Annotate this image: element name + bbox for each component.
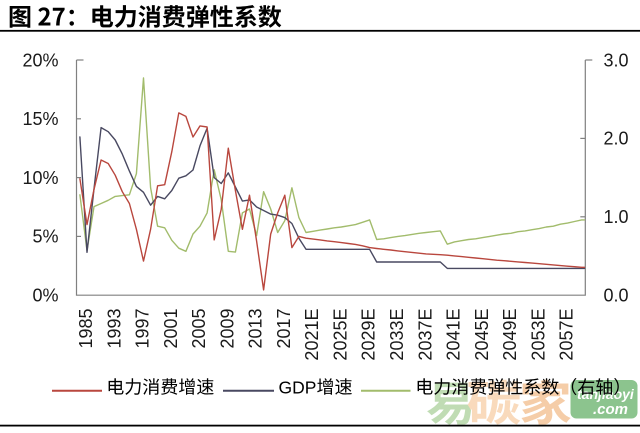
svg-text:GDP: GDP	[279, 377, 317, 397]
svg-text:.com: .com	[593, 401, 628, 418]
svg-text:2053E: 2053E	[528, 309, 548, 361]
svg-text:2021E: 2021E	[302, 309, 322, 361]
svg-text:2029E: 2029E	[359, 309, 379, 361]
svg-text:10%: 10%	[22, 168, 58, 188]
svg-text:1993: 1993	[104, 309, 124, 349]
svg-text:tanjiaoyi: tanjiaoyi	[577, 386, 635, 402]
svg-text:2013: 2013	[246, 309, 266, 349]
svg-text:3.0: 3.0	[604, 50, 629, 70]
svg-text:1985: 1985	[76, 309, 96, 349]
svg-text:2005: 2005	[189, 309, 209, 349]
svg-text:2017: 2017	[274, 309, 294, 349]
svg-text:2001: 2001	[161, 309, 181, 349]
svg-text:1.0: 1.0	[604, 207, 629, 227]
svg-text:2025E: 2025E	[331, 309, 351, 361]
svg-text:2037E: 2037E	[415, 309, 435, 361]
svg-text:1997: 1997	[133, 309, 153, 349]
svg-text:20%: 20%	[22, 50, 58, 70]
svg-text:15%: 15%	[22, 109, 58, 129]
svg-text:2049E: 2049E	[500, 309, 520, 361]
svg-text:2057E: 2057E	[557, 309, 577, 361]
svg-text:2041E: 2041E	[444, 309, 464, 361]
svg-text:2009: 2009	[217, 309, 237, 349]
svg-text:0.0: 0.0	[604, 286, 629, 306]
svg-text:2033E: 2033E	[387, 309, 407, 361]
svg-text:0%: 0%	[32, 286, 58, 306]
svg-text:2.0: 2.0	[604, 129, 629, 149]
svg-text:2045E: 2045E	[472, 309, 492, 361]
svg-text:5%: 5%	[32, 227, 58, 247]
